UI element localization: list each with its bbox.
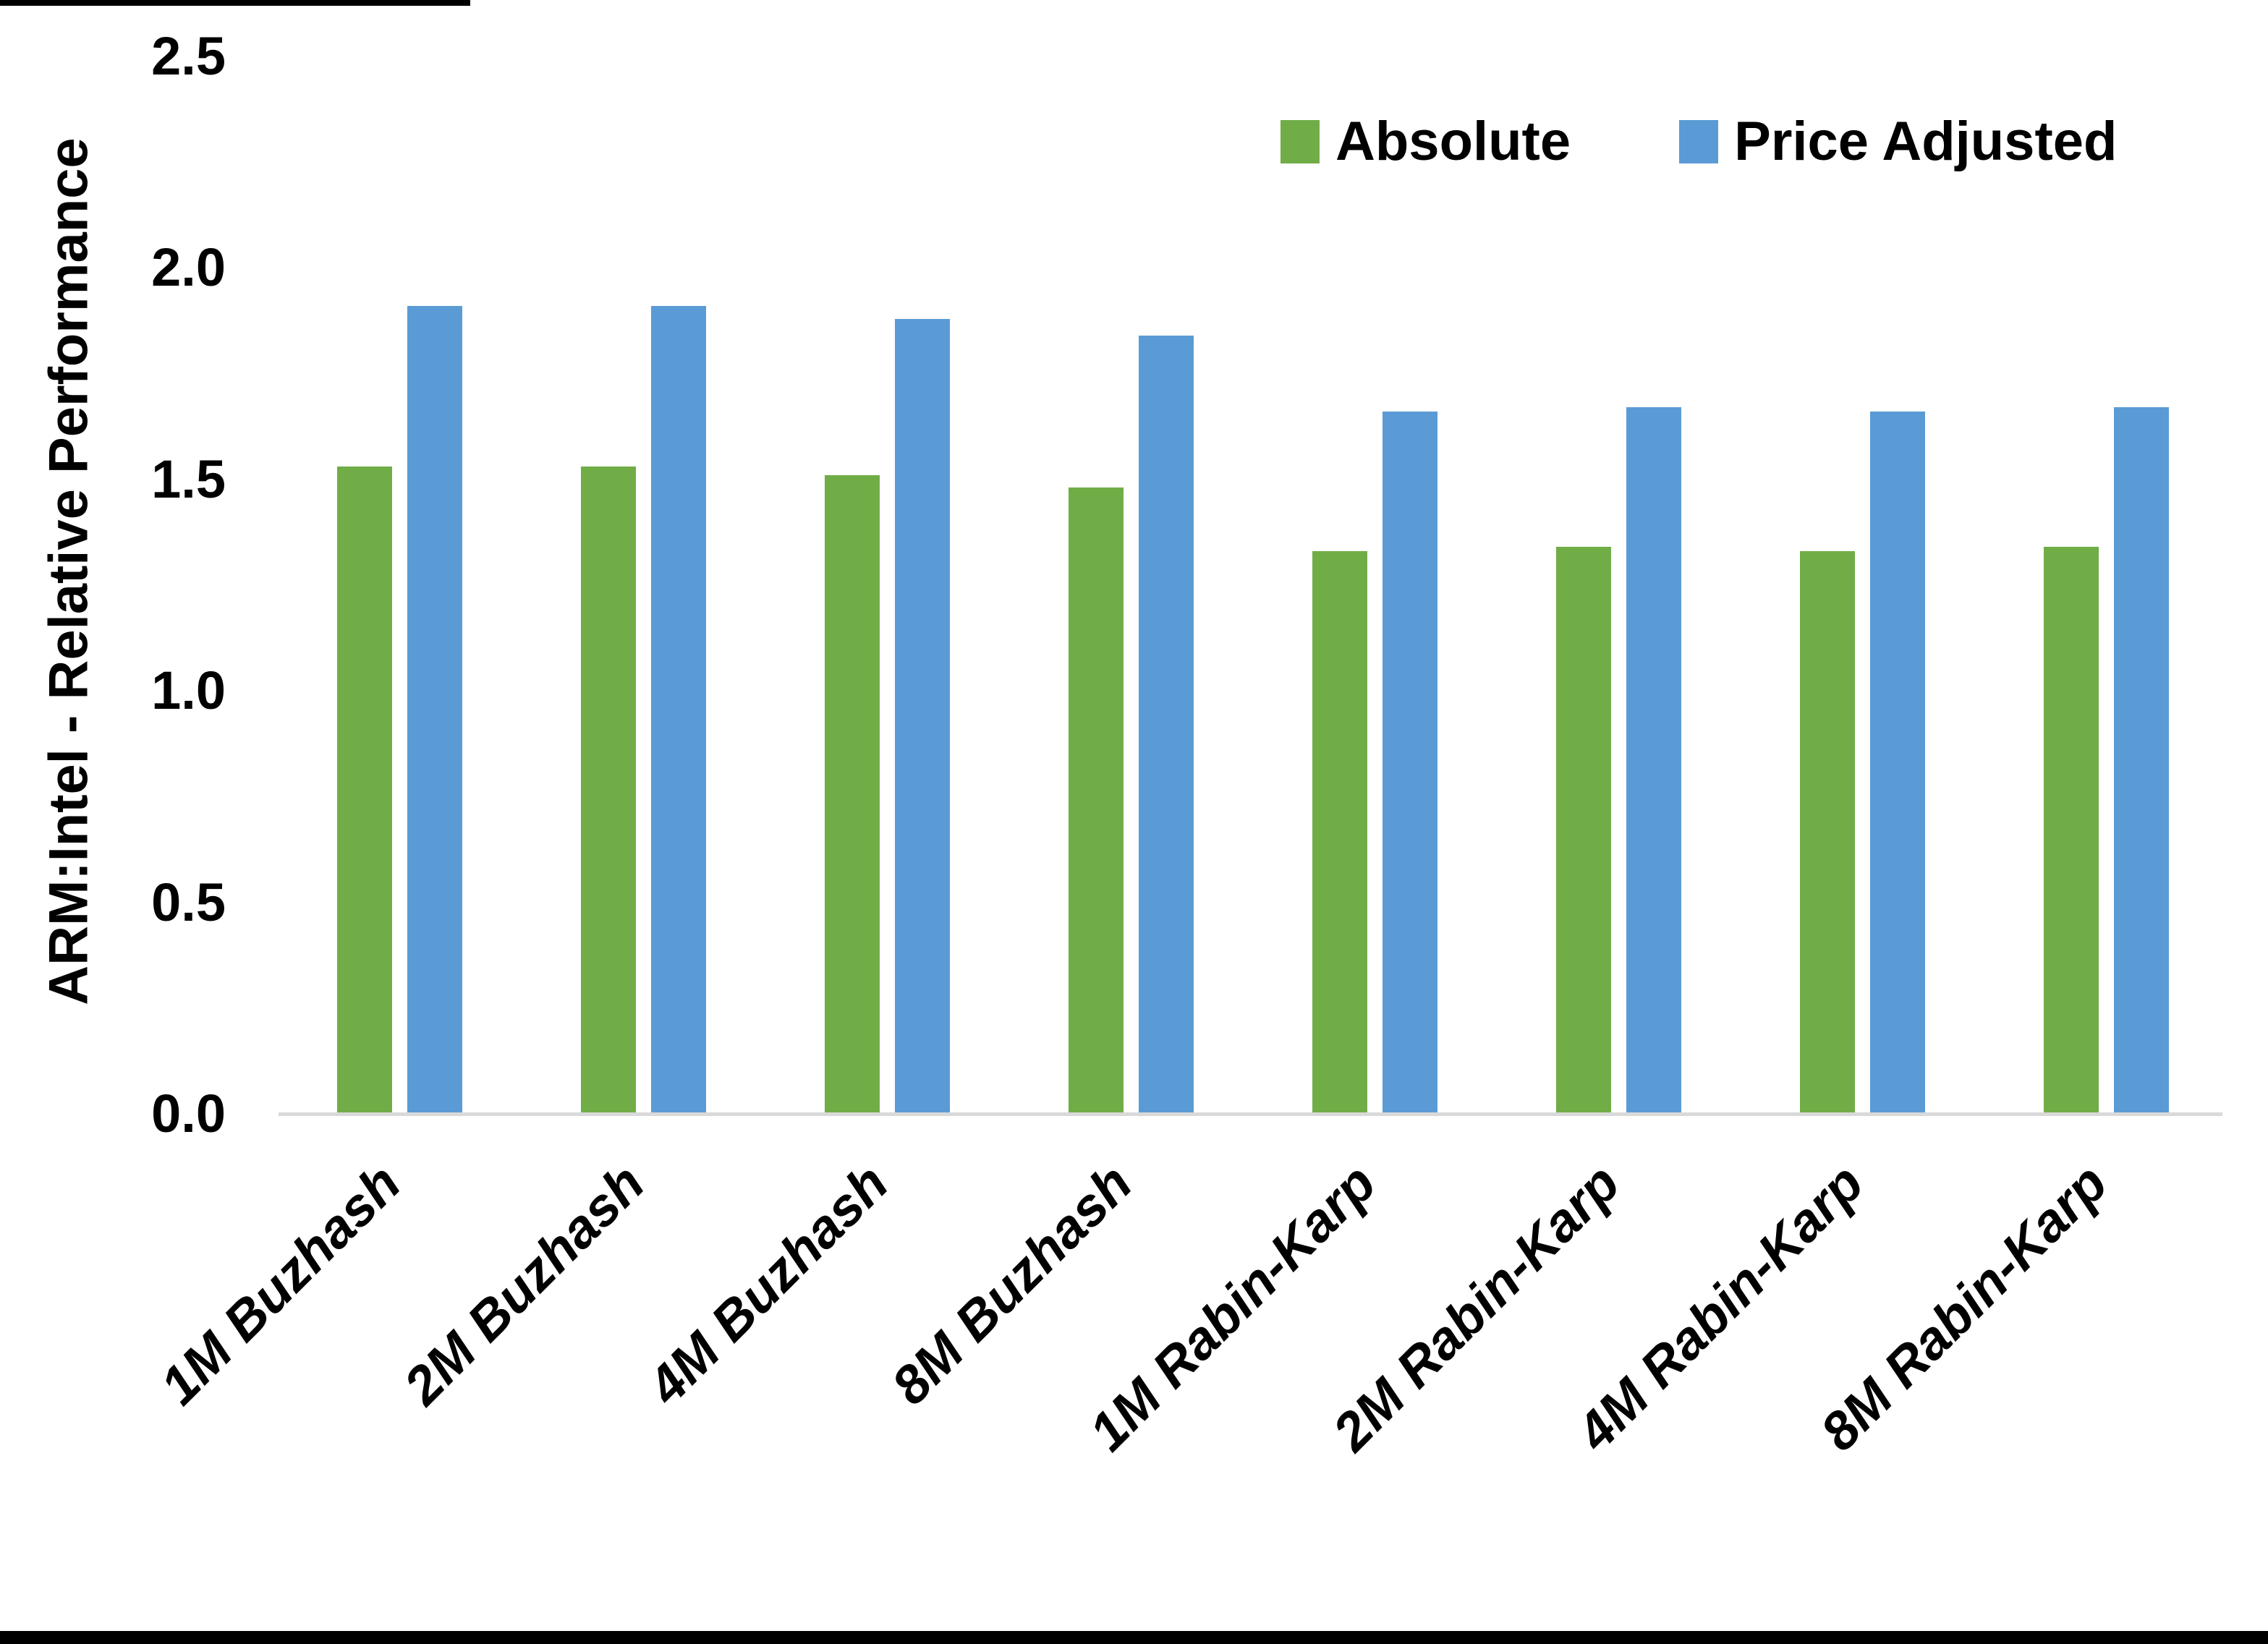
- x-axis-line: [279, 1112, 2222, 1116]
- legend-item-absolute: Absolute: [1280, 110, 1571, 173]
- y-tick-label-2-5: 2.5: [151, 26, 226, 86]
- legend: Absolute Price Adjusted: [1280, 110, 2117, 173]
- bar-absolute-8m-rabin-karp: [2043, 547, 2099, 1114]
- legend-swatch-absolute: [1280, 119, 1320, 163]
- bar-price-adjusted-1m-rabin-karp: [1382, 412, 1437, 1114]
- bar-price-adjusted-2m-buzhash: [650, 306, 706, 1114]
- y-tick-label-1-5: 1.5: [151, 448, 226, 509]
- top-border-line: [0, 0, 470, 6]
- legend-item-price-adjusted: Price Adjusted: [1679, 110, 2117, 173]
- y-tick-label-2-0: 2.0: [151, 237, 226, 298]
- bar-absolute-2m-buzhash: [580, 467, 636, 1114]
- bar-price-adjusted-8m-buzhash: [1138, 336, 1194, 1114]
- bar-price-adjusted-1m-buzhash: [407, 306, 462, 1114]
- legend-swatch-price-adjusted: [1679, 119, 1719, 163]
- legend-label-absolute: Absolute: [1335, 111, 1571, 172]
- y-tick-label-1-0: 1.0: [151, 660, 226, 721]
- bar-absolute-1m-rabin-karp: [1312, 551, 1367, 1114]
- bar-price-adjusted-4m-buzhash: [894, 319, 950, 1114]
- bar-price-adjusted-8m-rabin-karp: [2113, 407, 2169, 1114]
- bar-absolute-4m-rabin-karp: [1799, 551, 1855, 1114]
- y-tick-label-0-0: 0.0: [151, 1083, 226, 1143]
- bar-absolute-1m-buzhash: [336, 467, 392, 1114]
- bar-absolute-2m-rabin-karp: [1555, 547, 1611, 1114]
- bar-price-adjusted-2m-rabin-karp: [1626, 407, 1681, 1114]
- y-tick-label-0-5: 0.5: [151, 872, 226, 932]
- legend-label-price-adjusted: Price Adjusted: [1734, 111, 2118, 172]
- bar-absolute-8m-buzhash: [1068, 487, 1124, 1114]
- bar-price-adjusted-4m-rabin-karp: [1869, 412, 1925, 1114]
- bottom-border-bar: [0, 1631, 2268, 1644]
- bar-absolute-4m-buzhash: [824, 475, 880, 1114]
